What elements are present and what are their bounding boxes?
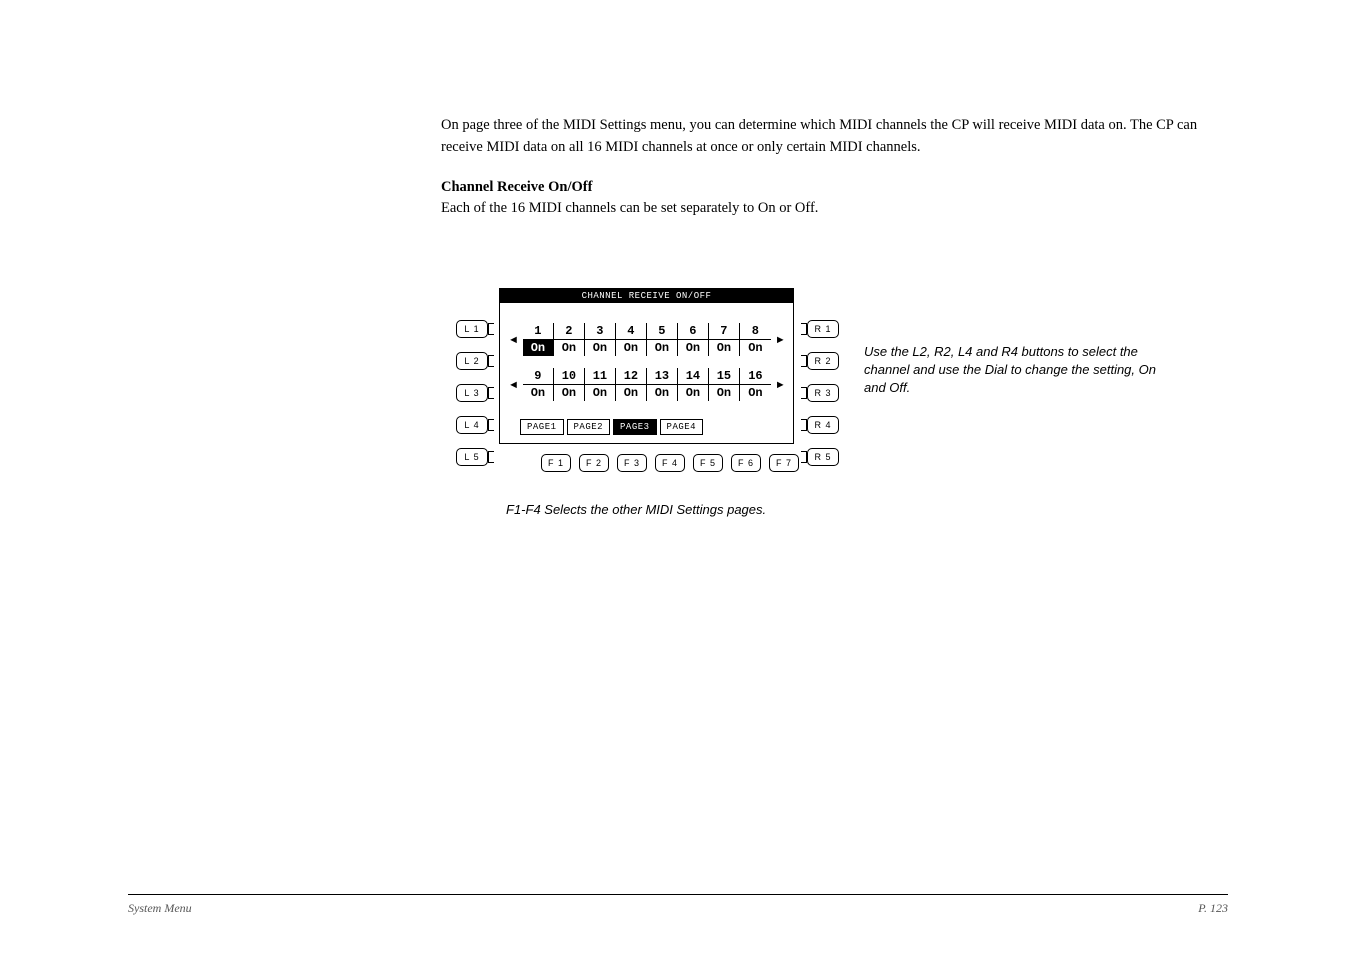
footer-right: P. 123 (1198, 901, 1228, 916)
f4-button: F 4 (655, 454, 685, 472)
ch-num-16: 16 (740, 368, 771, 385)
page1-tab: PAGE1 (520, 419, 564, 435)
ch-num-9: 9 (523, 368, 554, 385)
ch-val-12: On (616, 385, 647, 401)
page3-tab: PAGE3 (613, 419, 657, 435)
l3-button: L 3 (456, 384, 488, 402)
r1-button: R 1 (807, 320, 839, 338)
ch-num-8: 8 (740, 323, 771, 340)
section-body: Each of the 16 MIDI channels can be set … (441, 198, 1201, 220)
ch-val-15: On (709, 385, 740, 401)
l5-button: L 5 (456, 448, 488, 466)
ch-num-15: 15 (709, 368, 740, 385)
r4-button: R 4 (807, 416, 839, 434)
ch-val-10: On (554, 385, 585, 401)
intro-paragraph: On page three of the MIDI Settings menu,… (441, 115, 1201, 159)
ch-val-14: On (678, 385, 709, 401)
f3-button: F 3 (617, 454, 647, 472)
ch-num-1: 1 (523, 323, 554, 340)
page4-tab: PAGE4 (660, 419, 704, 435)
f1-button: F 1 (541, 454, 571, 472)
right-buttons-column: R 1 R 2 R 3 R 4 R 5 (807, 288, 839, 466)
f2-button: F 2 (579, 454, 609, 472)
ch-num-14: 14 (678, 368, 709, 385)
ch-val-7: On (709, 340, 740, 356)
l4-button: L 4 (456, 416, 488, 434)
l1-button: L 1 (456, 320, 488, 338)
page-footer: System Menu P. 123 (128, 894, 1228, 916)
channel-row-2: ◄ 9 10 11 12 13 14 15 16 (504, 368, 789, 401)
ch-num-4: 4 (616, 323, 647, 340)
lcd-diagram: L 1 L 2 L 3 L 4 L 5 CHANNEL RECEIVE ON/O… (456, 288, 1166, 517)
ch-val-4: On (616, 340, 647, 356)
l2-button: L 2 (456, 352, 488, 370)
ch-val-16: On (740, 385, 771, 401)
f5-button: F 5 (693, 454, 723, 472)
ch-num-3: 3 (585, 323, 616, 340)
ch-num-6: 6 (678, 323, 709, 340)
r2-button: R 2 (807, 352, 839, 370)
left-arrow-icon: ◄ (504, 334, 523, 346)
lcd-screen: CHANNEL RECEIVE ON/OFF ◄ 1 2 3 4 5 6 (499, 288, 794, 444)
ch-val-6: On (678, 340, 709, 356)
side-annotation: Use the L2, R2, L4 and R4 buttons to sel… (864, 343, 1166, 398)
screen-title: CHANNEL RECEIVE ON/OFF (500, 289, 793, 303)
ch-val-3: On (585, 340, 616, 356)
page-tabs: PAGE1 PAGE2 PAGE3 PAGE4 (504, 419, 789, 435)
footer-left: System Menu (128, 901, 192, 916)
left-brackets (488, 288, 496, 466)
r5-button: R 5 (807, 448, 839, 466)
right-arrow-icon: ► (771, 334, 790, 346)
page2-tab: PAGE2 (567, 419, 611, 435)
f6-button: F 6 (731, 454, 761, 472)
ch-val-1: On (523, 340, 554, 356)
ch-val-5: On (647, 340, 678, 356)
ch-num-5: 5 (647, 323, 678, 340)
ch-num-12: 12 (616, 368, 647, 385)
left-arrow-icon: ◄ (504, 379, 523, 391)
f7-button: F 7 (769, 454, 799, 472)
f-caption: F1-F4 Selects the other MIDI Settings pa… (506, 502, 1166, 517)
ch-num-10: 10 (554, 368, 585, 385)
section-heading: Channel Receive On/Off (441, 179, 1201, 196)
ch-num-13: 13 (647, 368, 678, 385)
ch-val-11: On (585, 385, 616, 401)
channel-row-1: ◄ 1 2 3 4 5 6 7 8 (504, 323, 789, 356)
right-brackets (799, 288, 807, 466)
f-buttons-row: F 1 F 2 F 3 F 4 F 5 F 6 F 7 (541, 454, 799, 472)
ch-val-9: On (523, 385, 554, 401)
ch-val-13: On (647, 385, 678, 401)
right-arrow-icon: ► (771, 379, 790, 391)
ch-num-7: 7 (709, 323, 740, 340)
ch-val-8: On (740, 340, 771, 356)
r3-button: R 3 (807, 384, 839, 402)
ch-num-11: 11 (585, 368, 616, 385)
ch-num-2: 2 (554, 323, 585, 340)
ch-val-2: On (554, 340, 585, 356)
left-buttons-column: L 1 L 2 L 3 L 4 L 5 (456, 288, 488, 466)
